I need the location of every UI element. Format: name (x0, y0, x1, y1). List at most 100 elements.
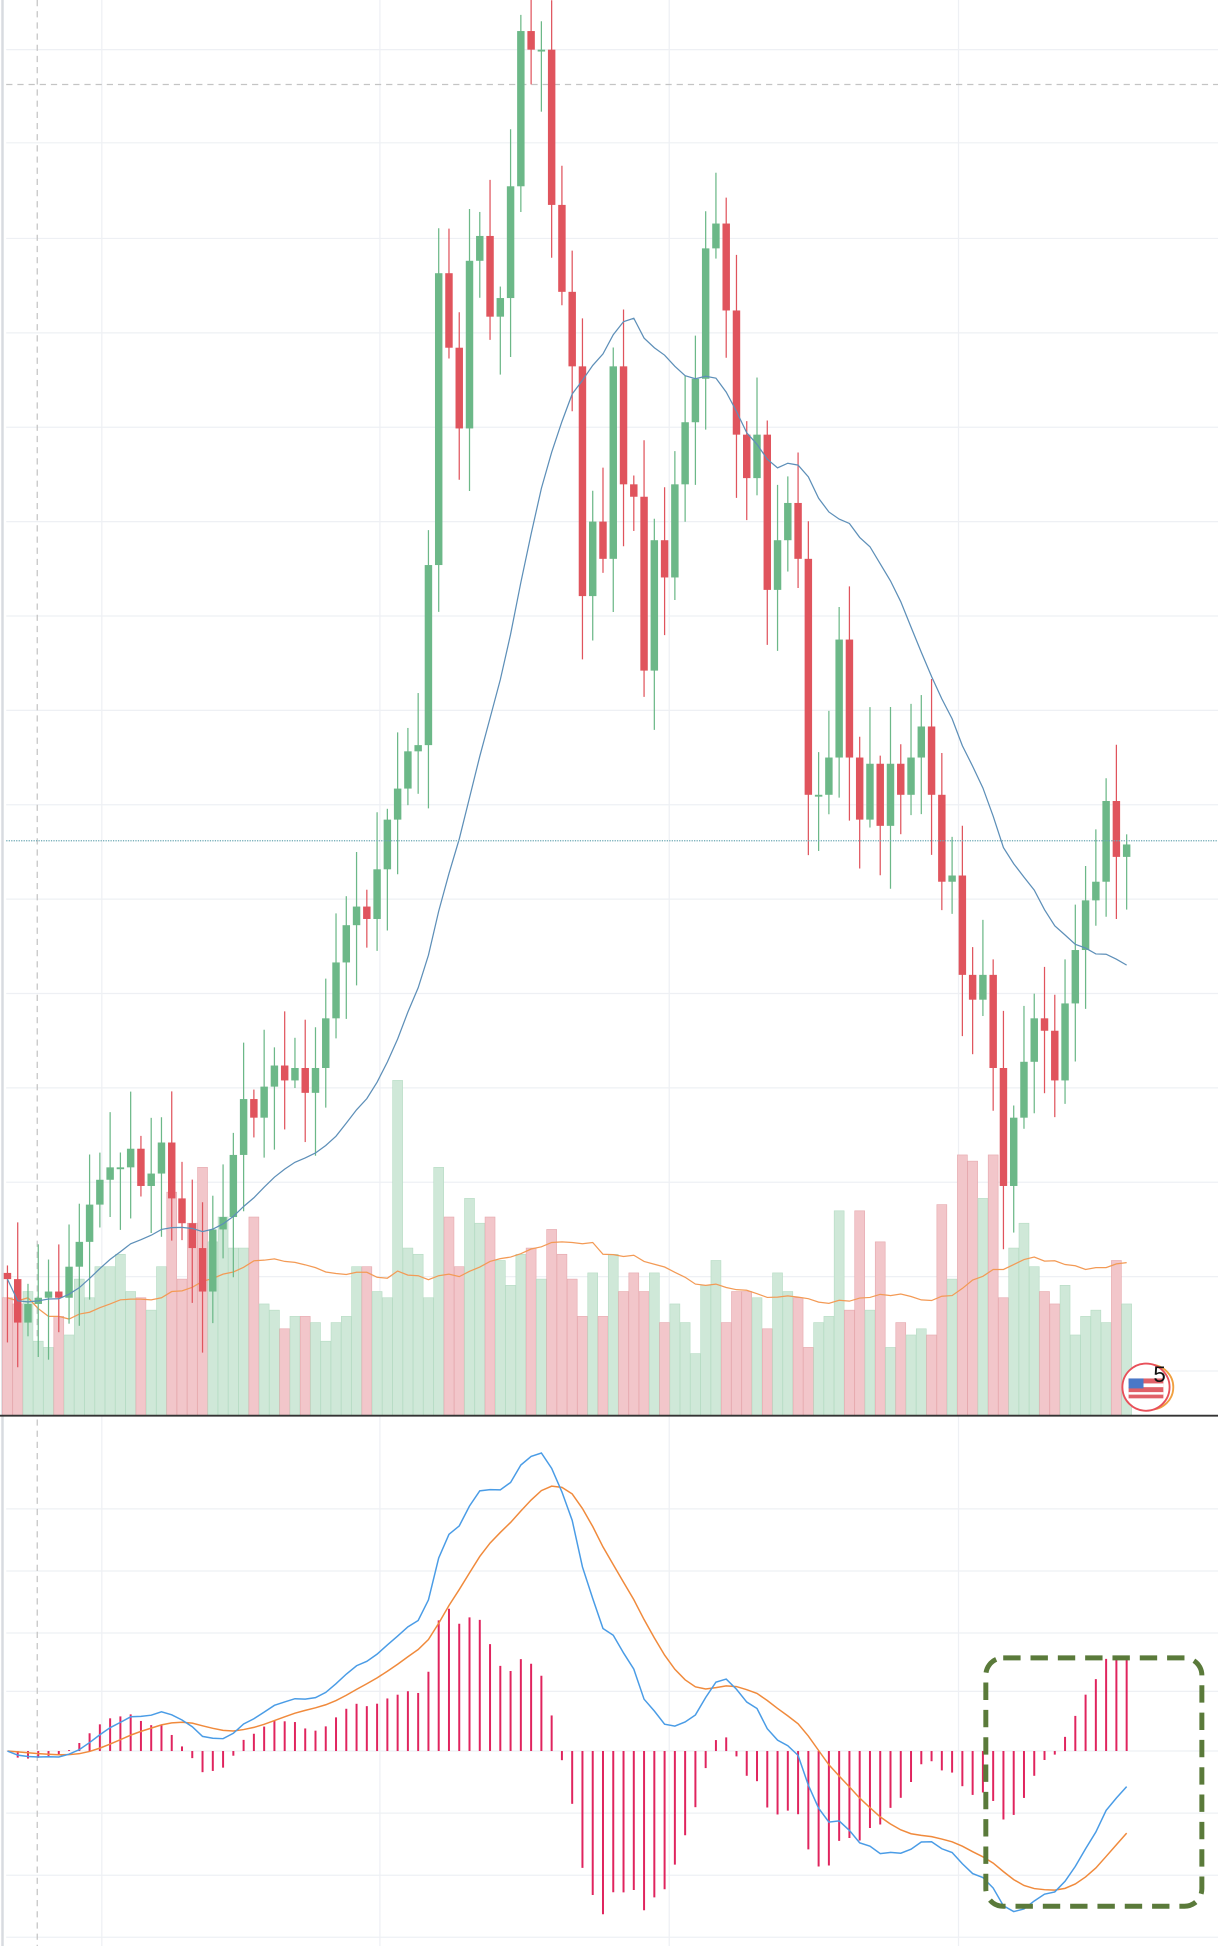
flag-badge[interactable]: 5 (1121, 1362, 1175, 1412)
candle-up (126, 1148, 135, 1168)
candle-up (1092, 881, 1100, 901)
volume-bar (392, 1080, 403, 1417)
volume-bar (238, 1247, 249, 1417)
candle-up (712, 223, 720, 249)
volume-bar (361, 1266, 373, 1417)
volume-bar (382, 1297, 393, 1417)
candle-down (897, 763, 905, 795)
candle-down (630, 484, 638, 497)
candle-down (1040, 1018, 1049, 1031)
candle-down (1112, 801, 1121, 857)
candle-up (1102, 801, 1110, 882)
volume-bar (484, 1216, 496, 1417)
volume-bar (823, 1316, 835, 1417)
candle-up (701, 248, 710, 379)
candle-up (414, 745, 422, 752)
candle-down (640, 496, 648, 671)
candle-up (835, 639, 843, 758)
volume-bar (864, 1309, 876, 1417)
volume-bar (351, 1266, 362, 1417)
candle-up (75, 1241, 84, 1267)
candle-up (537, 49, 546, 52)
volume-bar (1070, 1334, 1081, 1417)
us-flag-icon (1128, 1378, 1164, 1399)
candle-down (732, 310, 741, 435)
candle-down (938, 794, 946, 882)
volume-bar (474, 1222, 486, 1417)
volume-bar (556, 1253, 568, 1417)
volume-bar (803, 1347, 814, 1417)
candle-down (845, 639, 854, 758)
volume-bar (638, 1291, 650, 1417)
candle-up (393, 788, 402, 820)
candle-up (44, 1291, 53, 1298)
macd-dif-line (7, 1452, 1128, 1913)
candle-up (1071, 950, 1080, 1004)
candle-up (671, 484, 679, 578)
candle-down (445, 273, 453, 348)
volume-bar (587, 1272, 598, 1417)
candle-down (1051, 1030, 1059, 1081)
candle-up (332, 962, 340, 1019)
candle-up (322, 1018, 330, 1069)
volume-bar (782, 1291, 794, 1417)
candle-up (588, 521, 597, 597)
candle-down (619, 366, 628, 485)
volume-bar (967, 1160, 978, 1417)
candle-up (270, 1065, 279, 1087)
volume-bar (505, 1285, 516, 1417)
candle-down (855, 757, 864, 820)
volume-bar (936, 1204, 948, 1417)
candle-up (434, 273, 443, 566)
volume-bar (977, 1198, 989, 1417)
candle-up (814, 794, 823, 797)
candle-up (424, 565, 433, 746)
candle-up (1020, 1061, 1028, 1118)
candle-down (527, 31, 535, 50)
volume-bar (885, 1347, 896, 1417)
volume-bar (679, 1322, 691, 1417)
candle-down (743, 434, 751, 479)
volume-bar (423, 1297, 434, 1417)
candle-up (342, 925, 351, 963)
volume-bar (607, 1253, 619, 1417)
candle-down (578, 366, 587, 597)
volume-bar (566, 1278, 578, 1417)
candle-up (106, 1167, 114, 1180)
candlesticks (3, 0, 1131, 1368)
candle-down (568, 291, 576, 367)
candle-down (55, 1291, 63, 1298)
volume-bar (536, 1278, 547, 1417)
candle-up (650, 540, 659, 671)
volume-bar (844, 1309, 855, 1417)
volume-bar (895, 1322, 907, 1417)
volume-bar (987, 1154, 999, 1417)
candle-down (188, 1223, 196, 1249)
volume-bar (145, 1309, 157, 1417)
volume-bar (63, 1334, 75, 1417)
volume-ma-line (7, 1241, 1127, 1320)
grid-lines (6, 0, 1218, 1946)
candle-up (291, 1068, 299, 1081)
candle-up (311, 1068, 320, 1093)
candle-up (116, 1167, 125, 1170)
volume-bar (515, 1253, 527, 1417)
candle-down (363, 906, 371, 919)
candle-up (96, 1179, 104, 1205)
candle-up (1009, 1117, 1018, 1186)
volume-bar (1111, 1260, 1122, 1417)
volume-bar (690, 1353, 701, 1417)
volume-bar (1008, 1247, 1019, 1417)
candle-up (260, 1086, 268, 1118)
highlight-box (983, 1655, 1205, 1909)
candle-up (24, 1303, 32, 1323)
candle-up (352, 906, 361, 926)
volume-bar (772, 1272, 783, 1417)
candle-up (465, 260, 474, 429)
volume-bar (299, 1316, 311, 1417)
volume-bar (628, 1272, 640, 1417)
candle-down (547, 49, 556, 205)
volume-bars (2, 1080, 1132, 1417)
candle-down (599, 521, 607, 559)
